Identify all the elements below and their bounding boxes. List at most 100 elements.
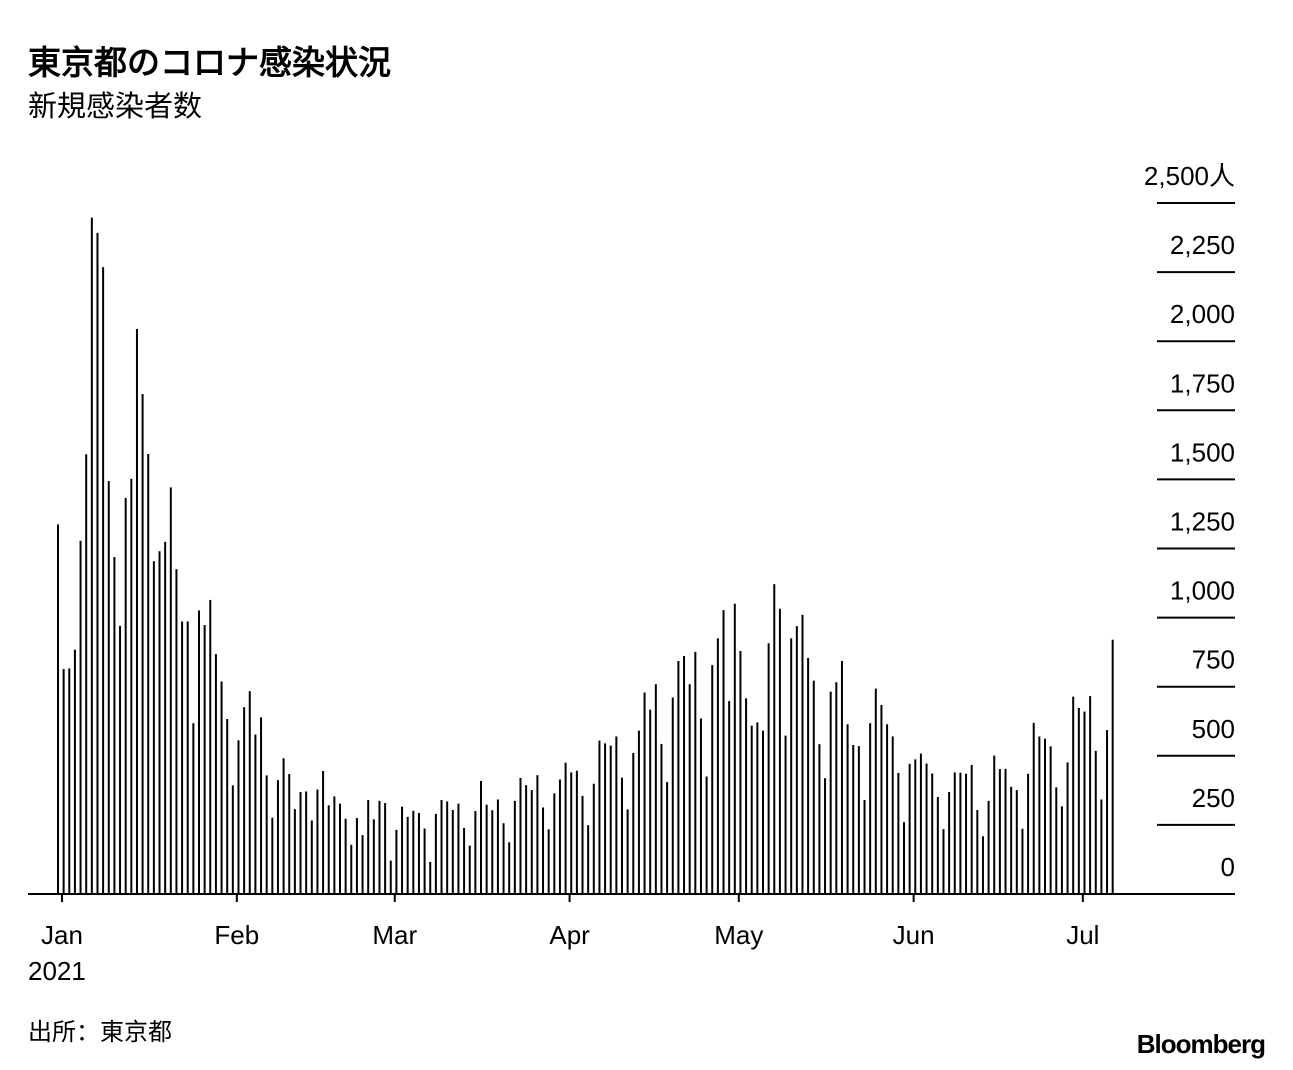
bar bbox=[840, 660, 843, 894]
bar bbox=[739, 651, 742, 894]
bar bbox=[716, 638, 719, 894]
bar bbox=[333, 796, 336, 894]
bar bbox=[293, 809, 296, 894]
bar bbox=[762, 730, 764, 894]
bar bbox=[874, 688, 877, 894]
bar bbox=[1038, 736, 1041, 894]
y-tick-label: 0 bbox=[1221, 852, 1235, 882]
x-tick-label: May bbox=[714, 920, 763, 950]
bar bbox=[209, 599, 212, 894]
bar bbox=[699, 718, 702, 894]
bar bbox=[733, 603, 736, 894]
bar bbox=[485, 804, 488, 894]
bar bbox=[903, 822, 905, 894]
bar bbox=[587, 825, 590, 894]
bar bbox=[581, 795, 584, 894]
bar bbox=[406, 816, 409, 894]
bar bbox=[260, 717, 263, 894]
x-tick-label: Feb bbox=[214, 920, 259, 950]
bar bbox=[869, 723, 872, 894]
bar bbox=[107, 481, 110, 894]
bar bbox=[925, 763, 928, 894]
bar bbox=[846, 724, 849, 894]
bar bbox=[395, 829, 398, 894]
bar bbox=[919, 753, 922, 894]
y-tick-label: 250 bbox=[1192, 783, 1235, 813]
bar bbox=[1066, 762, 1069, 894]
bar bbox=[1004, 768, 1007, 894]
bar bbox=[908, 763, 911, 894]
bar bbox=[158, 551, 161, 894]
bar bbox=[401, 806, 404, 894]
bar bbox=[124, 497, 127, 894]
bar bbox=[192, 723, 195, 894]
y-tick-label: 1,750 bbox=[1170, 368, 1235, 398]
source: 出所：東京都 bbox=[28, 1019, 172, 1046]
chart-title: 東京都のコロナ感染状況 bbox=[28, 44, 391, 81]
x-tick-label: Jul bbox=[1066, 920, 1099, 950]
bar bbox=[615, 736, 618, 894]
x-tick-label: Apr bbox=[549, 920, 590, 950]
bar bbox=[812, 680, 815, 894]
y-tick-label: 1,000 bbox=[1170, 576, 1235, 606]
bar bbox=[339, 803, 341, 894]
y-tick-label: 500 bbox=[1192, 714, 1235, 744]
bar bbox=[936, 796, 939, 894]
bar bbox=[90, 217, 93, 895]
bar bbox=[536, 775, 539, 894]
y-tick-label: 2,500人 bbox=[1144, 161, 1235, 191]
bar bbox=[96, 232, 99, 894]
bar bbox=[231, 785, 234, 894]
bar bbox=[790, 638, 793, 894]
bar bbox=[604, 743, 607, 894]
bar bbox=[1094, 750, 1097, 894]
bar bbox=[265, 775, 268, 894]
bar bbox=[164, 541, 167, 894]
bar bbox=[372, 819, 375, 894]
bar bbox=[976, 809, 979, 894]
bar bbox=[434, 813, 437, 894]
bar bbox=[705, 776, 708, 894]
bar bbox=[85, 454, 88, 894]
bar bbox=[863, 800, 866, 894]
bar bbox=[282, 758, 285, 894]
bar bbox=[62, 669, 65, 894]
bar bbox=[914, 759, 917, 894]
bar bbox=[513, 800, 516, 894]
bar bbox=[68, 668, 71, 894]
bar bbox=[79, 540, 82, 894]
bar bbox=[632, 753, 635, 894]
bar bbox=[130, 478, 133, 894]
bar bbox=[795, 626, 798, 894]
bar bbox=[519, 777, 522, 894]
bar bbox=[637, 730, 640, 894]
bar bbox=[451, 809, 454, 894]
bar bbox=[666, 782, 669, 894]
bar bbox=[1106, 730, 1109, 894]
bar bbox=[654, 684, 657, 894]
x-tick-label: Mar bbox=[372, 920, 417, 950]
bar bbox=[750, 725, 753, 894]
bar bbox=[271, 817, 274, 894]
bar bbox=[496, 799, 499, 894]
bar bbox=[350, 844, 353, 894]
bar bbox=[998, 769, 1001, 894]
bar bbox=[468, 845, 471, 894]
bar bbox=[835, 682, 838, 894]
bar bbox=[417, 813, 420, 894]
bar bbox=[203, 625, 206, 894]
bar bbox=[299, 792, 302, 894]
bar bbox=[440, 800, 443, 894]
bar bbox=[948, 792, 951, 894]
bar bbox=[897, 772, 900, 894]
bar bbox=[598, 740, 601, 894]
bar bbox=[1111, 639, 1114, 894]
bar bbox=[1044, 738, 1046, 894]
bar bbox=[429, 861, 432, 894]
bar bbox=[1055, 787, 1058, 894]
bar bbox=[446, 801, 449, 894]
bar bbox=[756, 722, 759, 894]
bar bbox=[502, 823, 505, 894]
bar bbox=[773, 584, 776, 894]
bar bbox=[248, 691, 251, 894]
